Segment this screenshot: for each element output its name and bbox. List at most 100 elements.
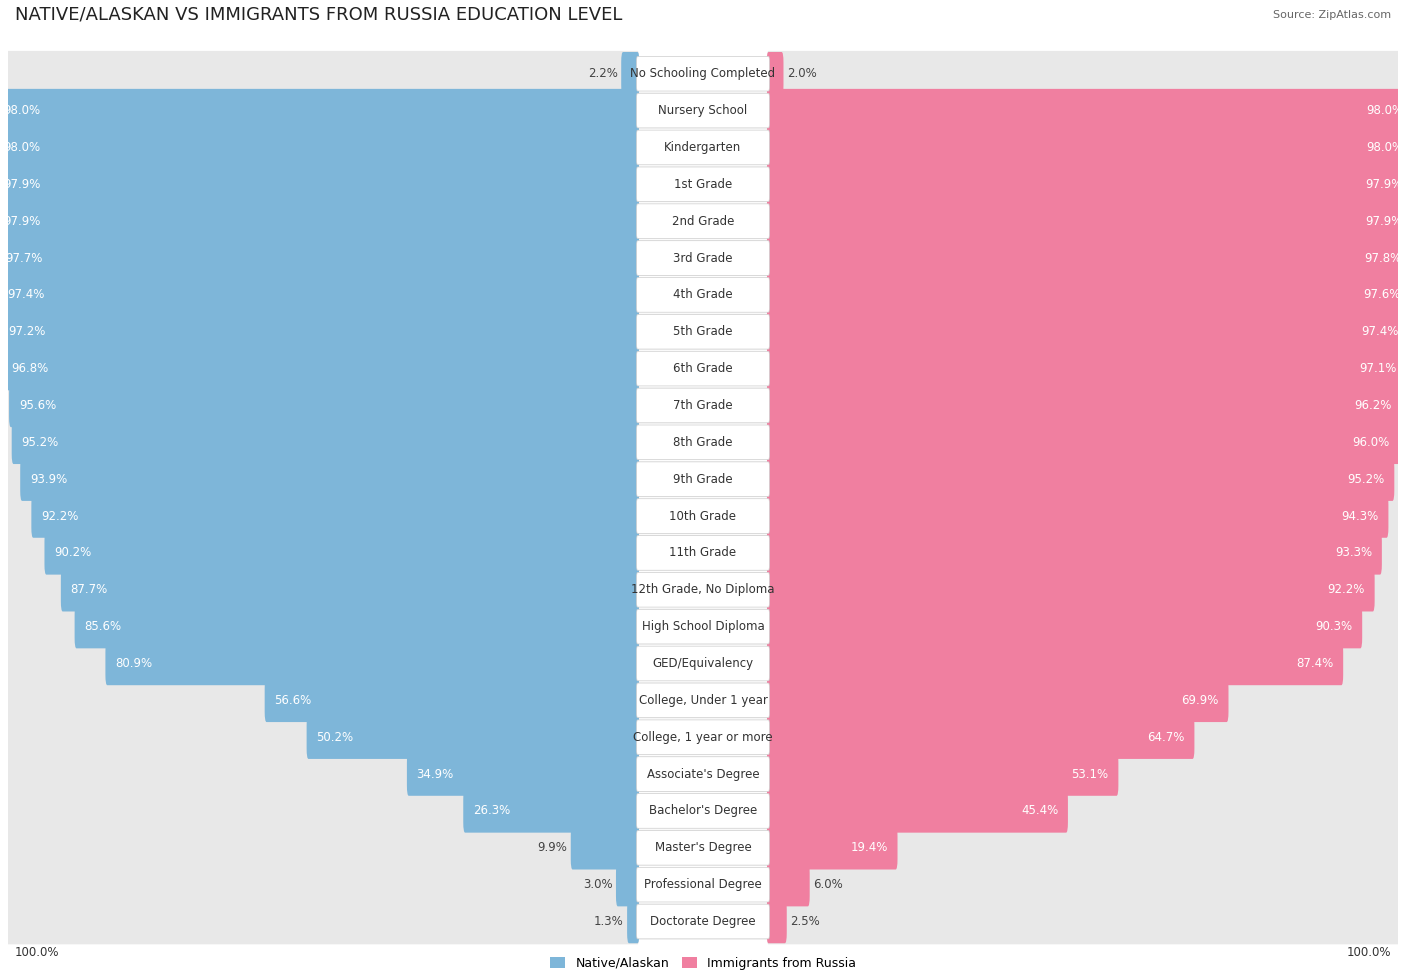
FancyBboxPatch shape (0, 309, 640, 355)
FancyBboxPatch shape (11, 608, 1395, 645)
Text: 97.8%: 97.8% (1364, 252, 1402, 264)
FancyBboxPatch shape (8, 384, 640, 427)
Text: College, 1 year or more: College, 1 year or more (633, 730, 773, 744)
FancyBboxPatch shape (0, 236, 640, 280)
Text: 96.2%: 96.2% (1354, 399, 1391, 412)
FancyBboxPatch shape (463, 789, 640, 833)
Text: 6th Grade: 6th Grade (673, 362, 733, 375)
FancyBboxPatch shape (766, 825, 1406, 871)
Text: Kindergarten: Kindergarten (665, 141, 741, 154)
FancyBboxPatch shape (766, 309, 1406, 355)
Text: 10th Grade: 10th Grade (669, 510, 737, 523)
FancyBboxPatch shape (0, 310, 640, 354)
Text: 96.8%: 96.8% (11, 362, 48, 375)
FancyBboxPatch shape (766, 753, 1118, 796)
FancyBboxPatch shape (766, 678, 1406, 723)
FancyBboxPatch shape (637, 462, 769, 496)
FancyBboxPatch shape (766, 531, 1382, 574)
Text: 98.0%: 98.0% (3, 141, 41, 154)
FancyBboxPatch shape (11, 240, 1395, 277)
FancyBboxPatch shape (766, 384, 1400, 427)
FancyBboxPatch shape (637, 130, 769, 165)
FancyBboxPatch shape (11, 461, 1395, 497)
FancyBboxPatch shape (766, 89, 1406, 133)
FancyBboxPatch shape (0, 456, 640, 502)
Text: 98.0%: 98.0% (3, 104, 41, 117)
FancyBboxPatch shape (11, 903, 1395, 940)
FancyBboxPatch shape (0, 752, 640, 797)
FancyBboxPatch shape (0, 715, 640, 760)
FancyBboxPatch shape (0, 788, 640, 834)
Text: Master's Degree: Master's Degree (655, 841, 751, 854)
FancyBboxPatch shape (11, 830, 1395, 866)
FancyBboxPatch shape (0, 126, 640, 169)
Text: 92.2%: 92.2% (41, 510, 79, 523)
FancyBboxPatch shape (11, 93, 1395, 129)
FancyBboxPatch shape (0, 382, 640, 428)
FancyBboxPatch shape (637, 535, 769, 570)
FancyBboxPatch shape (0, 641, 640, 686)
Text: Nursery School: Nursery School (658, 104, 748, 117)
FancyBboxPatch shape (0, 899, 640, 945)
FancyBboxPatch shape (0, 566, 640, 612)
FancyBboxPatch shape (45, 531, 640, 574)
FancyBboxPatch shape (766, 752, 1406, 797)
FancyBboxPatch shape (0, 825, 640, 871)
FancyBboxPatch shape (637, 94, 769, 128)
FancyBboxPatch shape (11, 866, 1395, 903)
FancyBboxPatch shape (1, 347, 640, 390)
Text: 97.6%: 97.6% (1362, 289, 1400, 301)
Text: Associate's Degree: Associate's Degree (647, 767, 759, 781)
FancyBboxPatch shape (766, 456, 1406, 502)
Text: 9.9%: 9.9% (537, 841, 568, 854)
FancyBboxPatch shape (766, 347, 1406, 390)
FancyBboxPatch shape (637, 278, 769, 312)
FancyBboxPatch shape (766, 566, 1406, 612)
FancyBboxPatch shape (105, 642, 640, 685)
Text: 80.9%: 80.9% (115, 657, 152, 670)
FancyBboxPatch shape (0, 862, 640, 908)
Text: 98.0%: 98.0% (1365, 141, 1403, 154)
FancyBboxPatch shape (766, 346, 1406, 391)
Text: 4th Grade: 4th Grade (673, 289, 733, 301)
FancyBboxPatch shape (11, 203, 1395, 240)
Text: 1.3%: 1.3% (593, 915, 624, 928)
FancyBboxPatch shape (637, 204, 769, 239)
FancyBboxPatch shape (11, 56, 1395, 93)
Text: 34.9%: 34.9% (416, 767, 454, 781)
FancyBboxPatch shape (766, 863, 810, 907)
FancyBboxPatch shape (11, 313, 1395, 350)
FancyBboxPatch shape (766, 604, 1406, 649)
Text: 9th Grade: 9th Grade (673, 473, 733, 486)
FancyBboxPatch shape (11, 350, 1395, 387)
Text: 69.9%: 69.9% (1181, 694, 1219, 707)
Text: Bachelor's Degree: Bachelor's Degree (650, 804, 756, 817)
Text: 2.0%: 2.0% (787, 67, 817, 80)
Text: 95.2%: 95.2% (1347, 473, 1385, 486)
FancyBboxPatch shape (766, 789, 1069, 833)
FancyBboxPatch shape (637, 720, 769, 755)
FancyBboxPatch shape (766, 493, 1406, 539)
FancyBboxPatch shape (637, 572, 769, 607)
Text: 6.0%: 6.0% (813, 878, 842, 891)
FancyBboxPatch shape (31, 494, 640, 538)
FancyBboxPatch shape (0, 604, 640, 649)
FancyBboxPatch shape (766, 420, 1399, 464)
Text: 5th Grade: 5th Grade (673, 326, 733, 338)
FancyBboxPatch shape (0, 273, 640, 317)
FancyBboxPatch shape (0, 51, 640, 97)
FancyBboxPatch shape (766, 382, 1406, 428)
Text: No Schooling Completed: No Schooling Completed (630, 67, 776, 80)
FancyBboxPatch shape (11, 719, 1395, 756)
FancyBboxPatch shape (766, 273, 1406, 317)
FancyBboxPatch shape (637, 831, 769, 865)
Text: 45.4%: 45.4% (1021, 804, 1059, 817)
Text: 2.5%: 2.5% (790, 915, 820, 928)
Text: 53.1%: 53.1% (1071, 767, 1109, 781)
Text: 97.4%: 97.4% (1361, 326, 1399, 338)
FancyBboxPatch shape (766, 52, 783, 96)
Text: 19.4%: 19.4% (851, 841, 887, 854)
Text: 3.0%: 3.0% (583, 878, 613, 891)
Text: NATIVE/ALASKAN VS IMMIGRANTS FROM RUSSIA EDUCATION LEVEL: NATIVE/ALASKAN VS IMMIGRANTS FROM RUSSIA… (15, 6, 623, 23)
FancyBboxPatch shape (637, 57, 769, 91)
